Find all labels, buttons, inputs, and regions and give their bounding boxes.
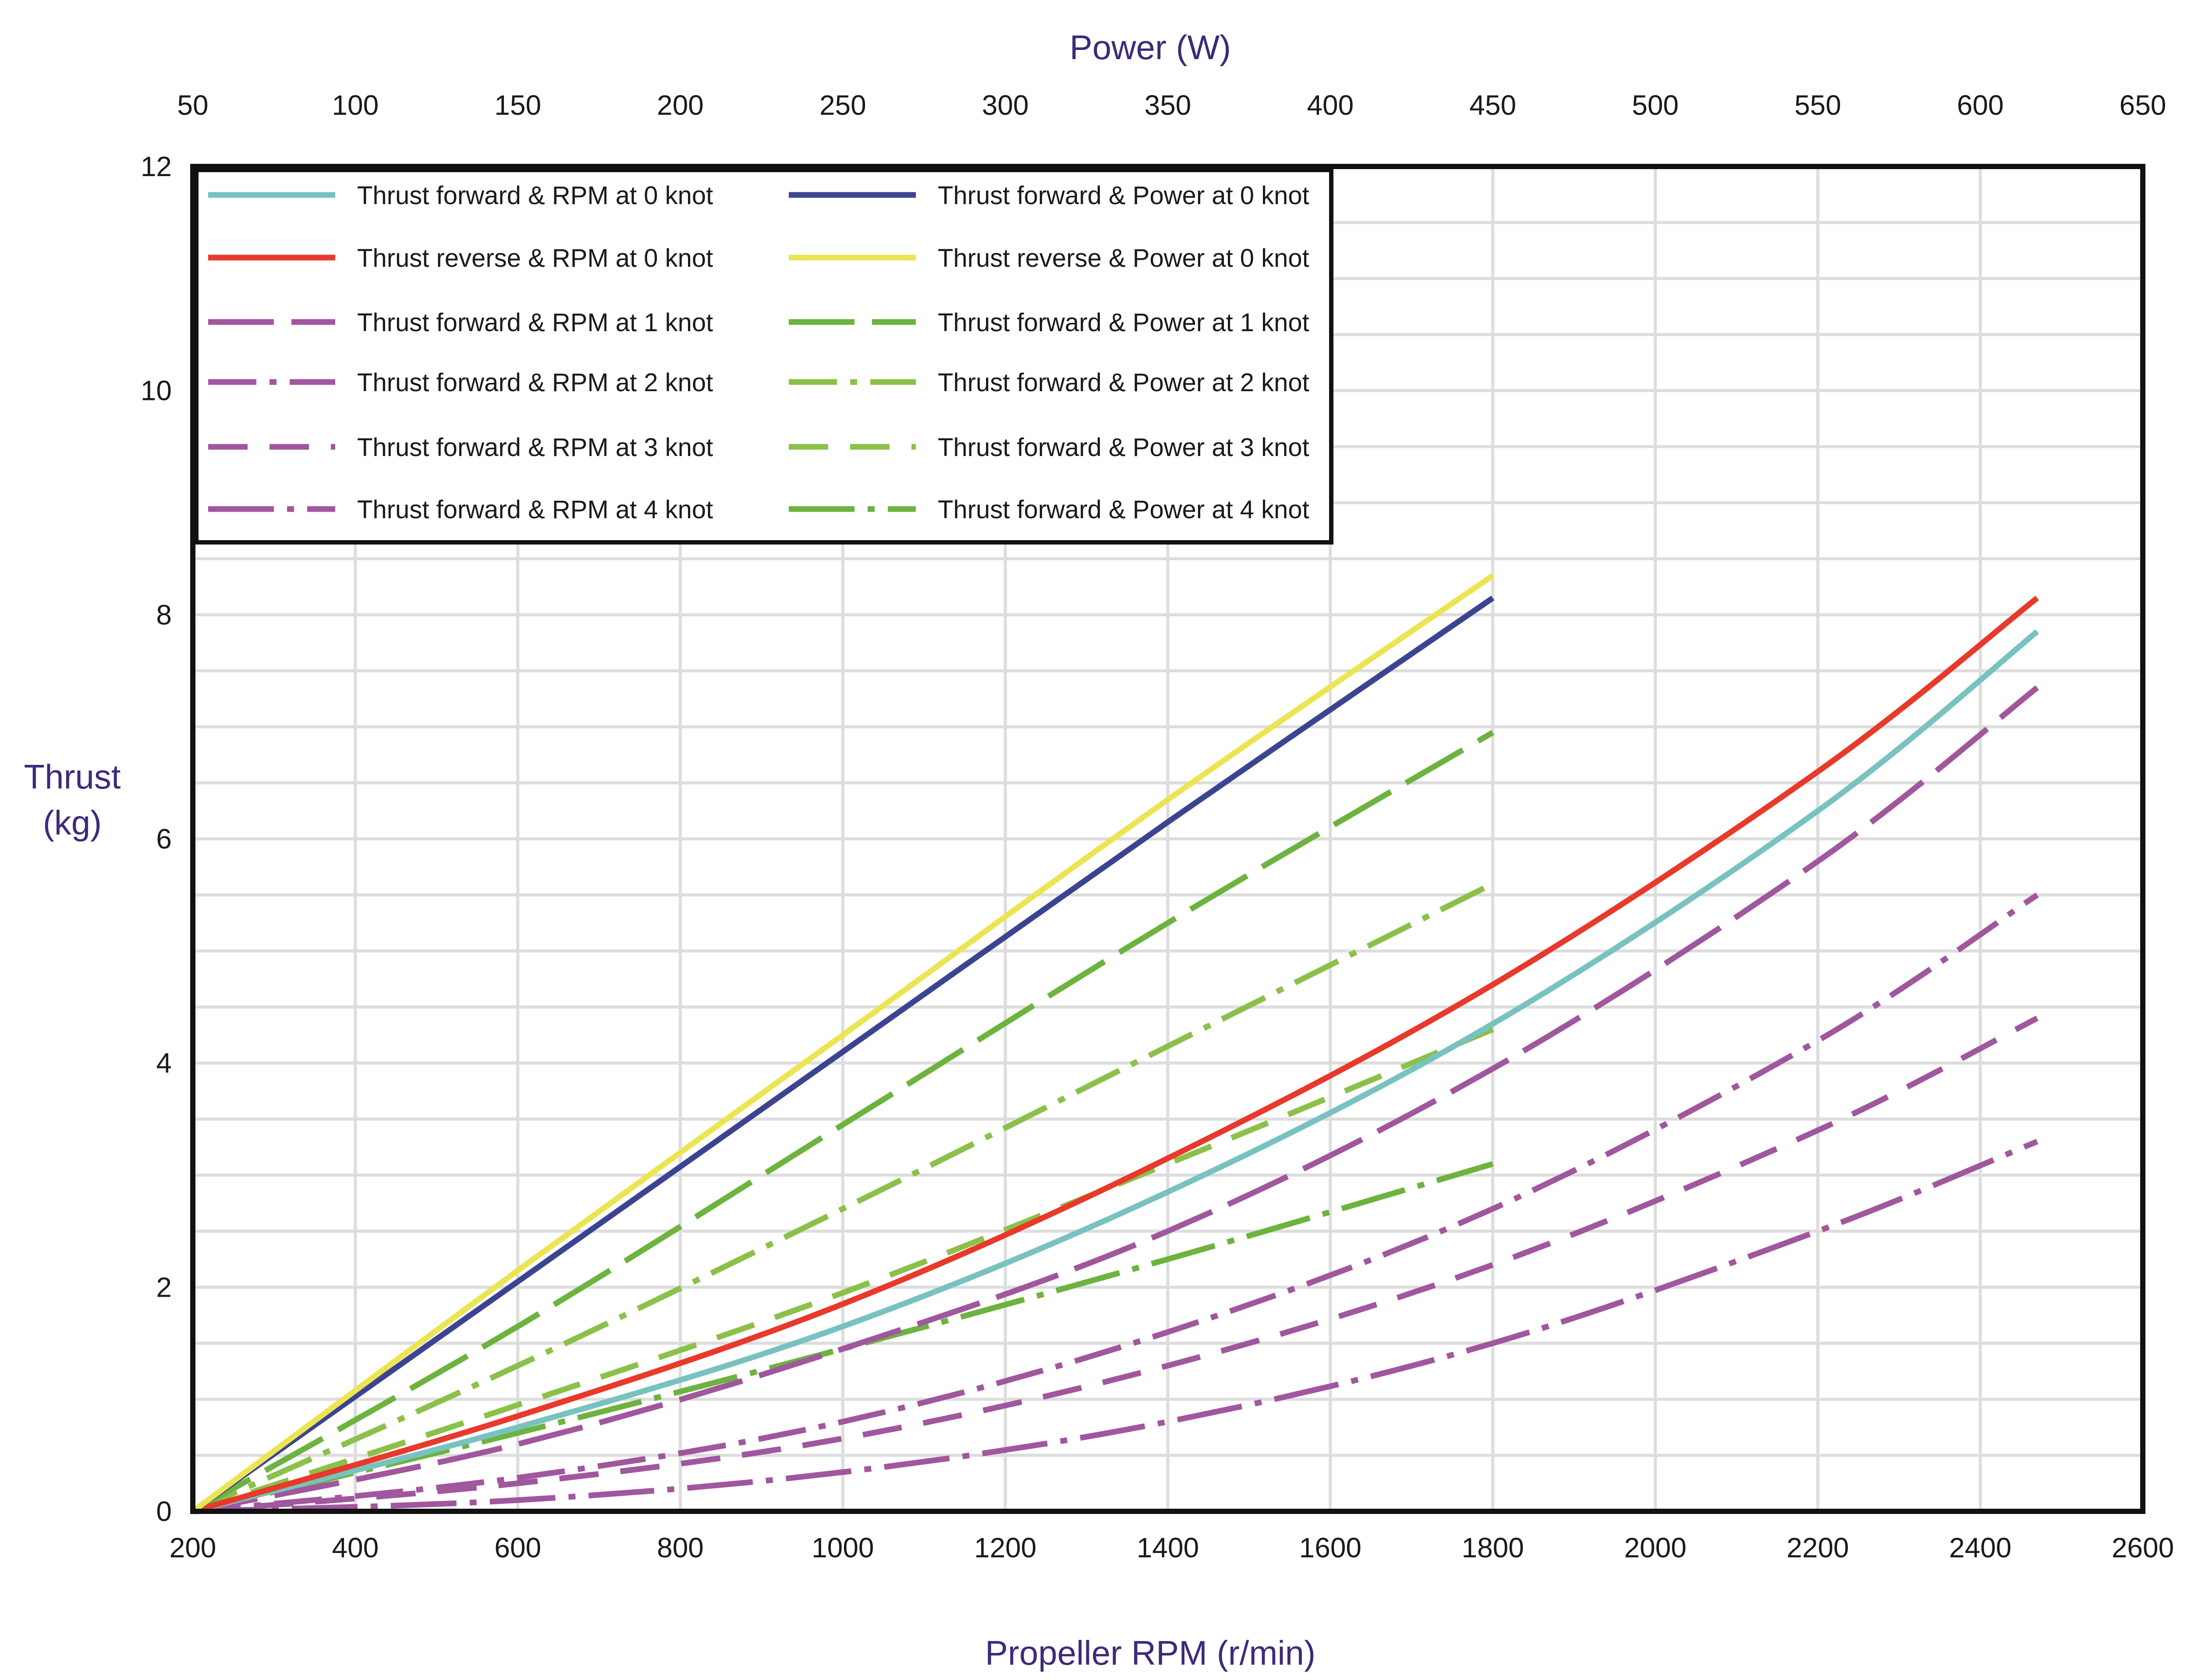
x-axis-title: Propeller RPM (r/min) [985, 1634, 1315, 1672]
series-line-5 [192, 1015, 2039, 1514]
x-tick-label: 400 [332, 1532, 379, 1563]
legend-label-5: Thrust forward & RPM at 3 knot [357, 433, 713, 462]
x2-axis-title: Power (W) [1070, 28, 1231, 67]
y-tick-label: 12 [141, 151, 172, 182]
x-tick-label: 600 [494, 1532, 541, 1563]
legend-label-12: Thrust forward & Power at 4 knot [938, 495, 1309, 524]
series-line-7 [191, 595, 1495, 1514]
legend-label-9: Thrust forward & Power at 1 knot [938, 308, 1309, 337]
x2-tick-labels: 50 100 150 200 250 300 350 400 450 500 550 600 650 [177, 89, 2166, 121]
series-line-4 [192, 892, 2039, 1514]
series-line-6 [192, 1139, 2039, 1514]
series-line-11 [191, 1026, 1494, 1514]
x-tick-label: 1800 [1461, 1532, 1524, 1563]
x-tick-label: 1600 [1299, 1532, 1361, 1563]
x-tick-labels: 200 400 600 800 1000 1200 1400 1600 1800 2000 2200… [170, 1532, 2174, 1563]
series-line-1 [192, 629, 2039, 1514]
x2-tick-label: 50 [177, 89, 208, 121]
series-line-2 [192, 595, 2039, 1514]
x-tick-label: 2400 [1949, 1532, 2011, 1563]
series-line-9 [191, 730, 1494, 1514]
legend-box [194, 168, 1333, 545]
legend-label-1: Thrust forward & RPM at 0 knot [357, 181, 713, 210]
x2-tick-label: 250 [819, 89, 866, 121]
y-tick-label: 6 [156, 823, 172, 855]
y-tick-label: 8 [156, 599, 172, 630]
y-tick-label: 10 [141, 375, 172, 407]
x2-tick-label: 600 [1957, 89, 2004, 121]
x-tick-label: 2000 [1624, 1532, 1686, 1563]
series-line-3 [192, 685, 2039, 1514]
x2-tick-label: 350 [1145, 89, 1191, 121]
x-tick-label: 800 [657, 1532, 704, 1563]
legend-label-6: Thrust forward & RPM at 4 knot [357, 495, 713, 524]
y-tick-label: 0 [156, 1496, 172, 1527]
legend-label-2: Thrust reverse & RPM at 0 knot [357, 244, 713, 272]
x-tick-label: 2200 [1787, 1532, 1849, 1563]
y-axis-title-line-1: Thrust [24, 757, 121, 796]
x-tick-label: 1000 [812, 1532, 874, 1563]
x2-tick-label: 100 [332, 89, 379, 121]
legend-label-3: Thrust forward & RPM at 1 knot [357, 308, 713, 337]
x2-tick-label: 550 [1794, 89, 1841, 121]
legend: Thrust forward & RPM at 0 knot Thrust rev… [194, 168, 1333, 545]
x2-tick-label: 450 [1469, 89, 1516, 121]
series-line-8 [191, 573, 1495, 1514]
x-tick-label: 1400 [1137, 1532, 1199, 1563]
series-layer [191, 573, 2039, 1514]
x2-tick-label: 150 [494, 89, 541, 121]
y-axis-title-line-2: (kg) [43, 803, 102, 842]
legend-label-10: Thrust forward & Power at 2 knot [938, 368, 1309, 397]
x2-tick-label: 400 [1307, 89, 1354, 121]
y-tick-labels: 0 2 4 6 8 10 12 [141, 151, 172, 1527]
legend-label-4: Thrust forward & RPM at 2 knot [357, 368, 713, 397]
x2-tick-label: 650 [2120, 89, 2166, 121]
series-line-10 [191, 881, 1494, 1514]
legend-label-7: Thrust forward & Power at 0 knot [938, 181, 1309, 210]
y-tick-label: 4 [156, 1047, 172, 1079]
x-tick-label: 200 [170, 1532, 216, 1563]
y-tick-label: 2 [156, 1271, 172, 1303]
x2-tick-label: 200 [657, 89, 704, 121]
legend-label-8: Thrust reverse & Power at 0 knot [938, 244, 1309, 272]
x-tick-label: 2600 [2112, 1532, 2174, 1563]
legend-label-11: Thrust forward & Power at 3 knot [938, 433, 1309, 462]
x2-tick-label: 300 [982, 89, 1029, 121]
plot-frame [190, 164, 2145, 1514]
x2-tick-label: 500 [1632, 89, 1679, 121]
x-tick-label: 1200 [974, 1532, 1036, 1563]
